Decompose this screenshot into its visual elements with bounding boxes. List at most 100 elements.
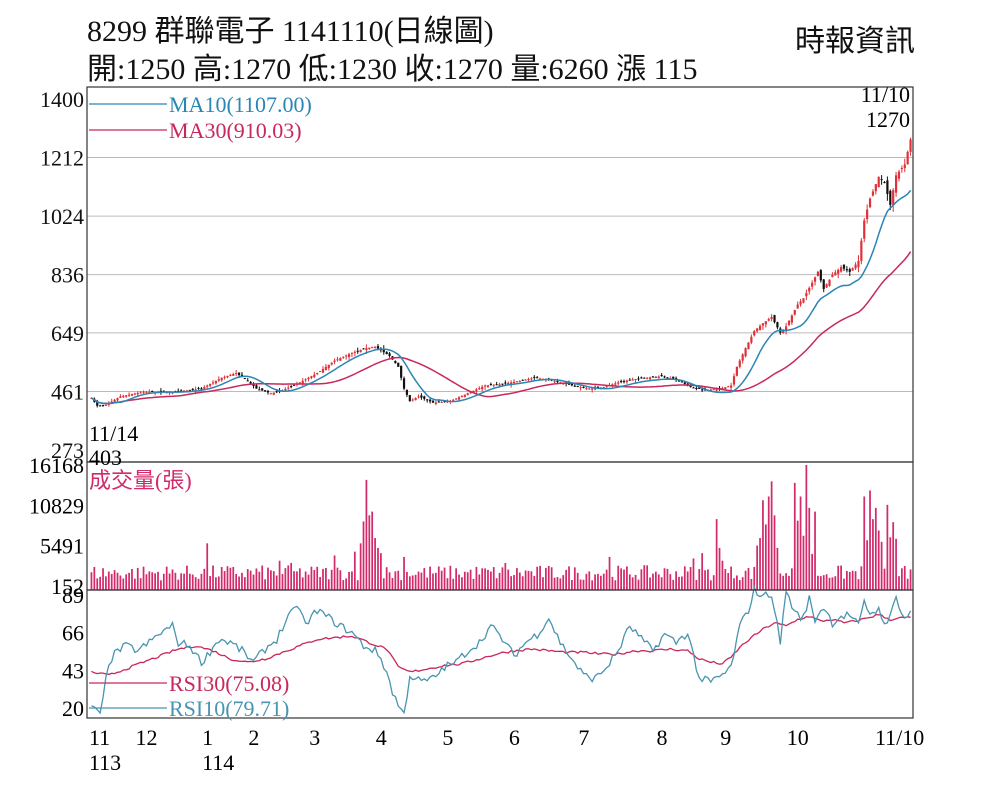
volume-bar: [851, 570, 854, 590]
candle-body: [886, 180, 889, 194]
volume-bar: [246, 569, 249, 590]
candle-body: [371, 347, 374, 349]
volume-bar: [692, 558, 695, 590]
candle-body: [264, 390, 267, 392]
candle-body: [735, 366, 738, 376]
volume-bar: [565, 569, 567, 590]
volume-bar: [270, 570, 272, 590]
candle-body: [342, 356, 345, 358]
price-tick-label: 836: [51, 263, 84, 288]
candle-body: [258, 389, 261, 391]
volume-bar: [663, 568, 666, 590]
candle-body: [428, 399, 432, 402]
volume-bar: [200, 573, 203, 590]
price-tick-label: 1024: [40, 204, 84, 229]
volume-bar: [594, 574, 596, 590]
volume-bar: [119, 575, 122, 590]
candle-body: [316, 373, 319, 375]
candle-body: [481, 386, 484, 390]
candle-body: [290, 386, 293, 388]
volume-bar: [539, 565, 541, 590]
candle-body: [877, 176, 880, 188]
candle-body: [614, 383, 617, 385]
volume-bar: [524, 570, 527, 590]
volume-bar: [750, 578, 753, 590]
volume-bar: [264, 579, 266, 590]
volume-bar: [333, 555, 336, 590]
volume-bar: [582, 579, 585, 590]
candle-body: [802, 298, 805, 303]
candle-body: [188, 389, 191, 391]
volume-bar: [762, 500, 764, 590]
volume-bar: [235, 574, 238, 590]
volume-bar: [814, 511, 816, 590]
volume-bar: [469, 569, 472, 590]
volume-bar: [516, 568, 518, 590]
volume-bar: [588, 571, 591, 590]
candle-body: [472, 390, 475, 393]
volume-bar: [683, 566, 686, 590]
volume-bar: [440, 570, 443, 590]
candle-body: [504, 382, 507, 384]
candle-body: [756, 328, 759, 332]
candle-body: [582, 387, 585, 389]
volume-bar: [455, 568, 458, 590]
candle-body: [773, 315, 776, 323]
volume-bar: [223, 571, 226, 590]
candle-body: [455, 398, 458, 400]
volume-bar: [712, 575, 715, 590]
candle-body: [255, 385, 258, 389]
candle-body: [246, 380, 249, 382]
volume-bar: [811, 553, 814, 590]
volume-bar: [628, 574, 631, 590]
volume-bar: [631, 577, 634, 590]
volume-bar: [860, 566, 863, 590]
volume-bar: [669, 574, 672, 590]
volume-bar: [646, 565, 649, 590]
volume-bar: [385, 567, 388, 590]
candle-body: [495, 384, 498, 386]
volume-bar: [822, 575, 825, 590]
candle-body: [518, 380, 521, 382]
volume-bar: [243, 577, 246, 590]
volume-bar: [553, 577, 556, 590]
candle-body: [536, 377, 539, 379]
candle-body: [200, 388, 203, 390]
volume-bar: [414, 574, 417, 590]
volume-bar: [241, 572, 243, 590]
candle-body: [359, 350, 362, 353]
candle-body: [784, 326, 788, 332]
x-tick-label: 6: [509, 725, 520, 750]
candle-body: [617, 382, 620, 384]
volume-bar: [183, 573, 185, 590]
volume-bar: [675, 571, 677, 590]
volume-bar: [93, 566, 96, 590]
rsi30-line: [91, 613, 911, 676]
candle-body: [148, 391, 151, 393]
candle-body: [848, 269, 851, 272]
candle-body: [292, 384, 296, 386]
volume-bar: [435, 572, 437, 590]
volume-bar: [107, 571, 110, 590]
candle-body: [486, 385, 490, 387]
volume-bar: [359, 543, 362, 590]
candle-body: [501, 383, 504, 385]
volume-bar: [652, 573, 654, 590]
volume-bar: [217, 576, 220, 590]
volume-bar: [186, 565, 188, 590]
volume-bar: [901, 568, 903, 590]
candle-body: [570, 383, 574, 386]
volume-bar: [698, 569, 701, 590]
candle-body: [724, 387, 727, 390]
volume-bar: [327, 579, 330, 590]
candle-body: [868, 198, 872, 208]
candle-body: [842, 264, 846, 269]
volume-bar: [608, 556, 611, 590]
volume-bar: [397, 570, 400, 590]
volume-bar: [872, 519, 874, 590]
candle-body: [512, 381, 516, 384]
candle-body: [515, 381, 519, 383]
chart-title: 8299 群聯電子 1141110(日線圖): [87, 15, 494, 48]
volume-bar: [660, 577, 663, 590]
volume-bar: [678, 576, 680, 590]
